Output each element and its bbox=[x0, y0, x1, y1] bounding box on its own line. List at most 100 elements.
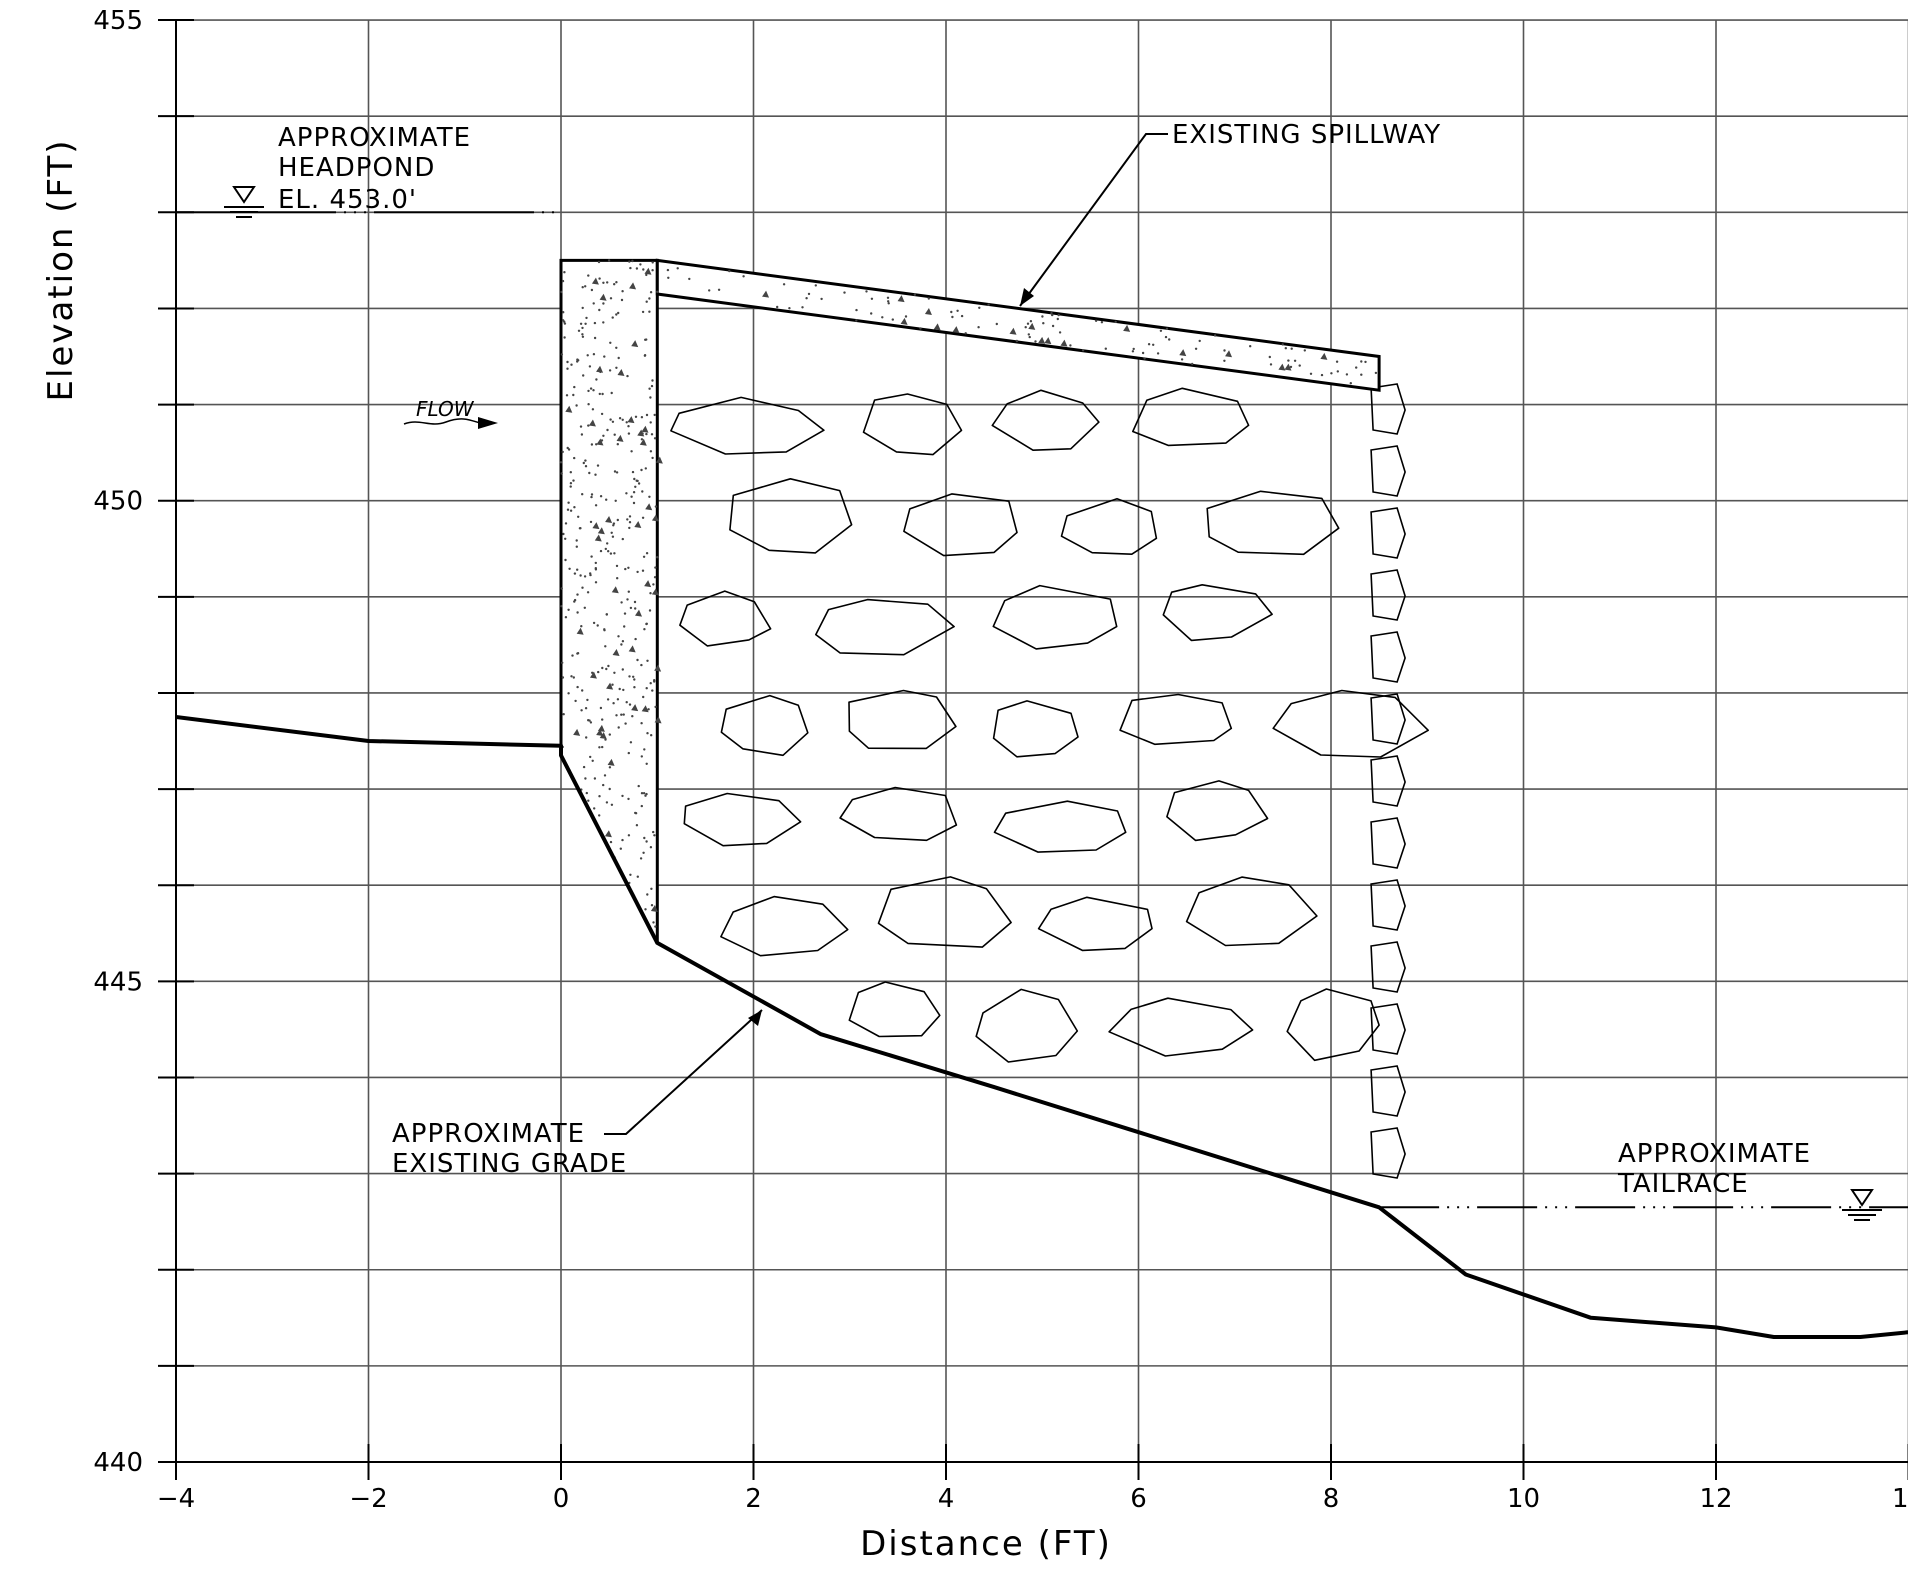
concrete-stipple bbox=[623, 612, 627, 615]
stone bbox=[1370, 1065, 1406, 1117]
concrete-stipple bbox=[612, 524, 615, 527]
concrete-stipple bbox=[637, 482, 641, 485]
headpond-annotation: APPROXIMATE HEADPOND EL. 453.0' bbox=[224, 123, 470, 218]
concrete-stipple bbox=[1156, 352, 1160, 355]
concrete-stipple bbox=[887, 302, 890, 305]
concrete-stipple bbox=[596, 728, 604, 736]
concrete-stipple bbox=[1044, 337, 1052, 345]
concrete-stipple bbox=[614, 499, 617, 502]
concrete-stipple bbox=[581, 333, 584, 336]
concrete-stipple bbox=[621, 290, 624, 293]
concrete-stipple bbox=[1159, 329, 1163, 332]
concrete-stipple bbox=[649, 421, 652, 424]
concrete-stipple bbox=[1303, 349, 1307, 352]
concrete-stipple bbox=[611, 316, 614, 319]
concrete-stipple bbox=[561, 279, 565, 283]
x-tick-label: 12 bbox=[1699, 1484, 1732, 1514]
concrete-stipple bbox=[650, 904, 654, 907]
concrete-stipple bbox=[886, 296, 890, 299]
concrete-stipple bbox=[666, 268, 670, 272]
concrete-stipple bbox=[632, 675, 635, 678]
concrete-stipple bbox=[609, 297, 613, 300]
concrete-stipple bbox=[1069, 344, 1072, 347]
concrete-stipple bbox=[573, 385, 576, 389]
concrete-stipple bbox=[603, 355, 606, 358]
concrete-stipple bbox=[560, 587, 563, 590]
concrete-stipple bbox=[655, 456, 663, 464]
concrete-stipple bbox=[627, 566, 630, 569]
concrete-stipple bbox=[587, 799, 590, 802]
stone bbox=[1370, 507, 1406, 559]
concrete-stipple bbox=[579, 322, 583, 325]
concrete-stipple bbox=[641, 490, 644, 493]
concrete-stipple bbox=[995, 322, 998, 326]
concrete-stipple bbox=[613, 552, 616, 555]
concrete-stipple bbox=[642, 555, 646, 558]
concrete-stipple bbox=[616, 518, 619, 522]
concrete-stipple bbox=[628, 645, 636, 653]
concrete-stipple bbox=[590, 288, 594, 292]
concrete-stipple bbox=[956, 309, 959, 312]
x-axis-title: Distance (FT) bbox=[860, 1524, 1112, 1564]
concrete-stipple bbox=[643, 836, 646, 840]
concrete-stipple bbox=[649, 592, 652, 595]
concrete-stipple bbox=[625, 701, 628, 704]
concrete-stipple bbox=[572, 676, 575, 679]
concrete-stipple bbox=[592, 353, 596, 356]
concrete-stipple bbox=[571, 654, 574, 657]
concrete-stipple bbox=[562, 713, 565, 716]
concrete-stipple bbox=[1058, 331, 1062, 334]
concrete-stipple bbox=[640, 468, 643, 472]
concrete-stipple bbox=[631, 715, 634, 718]
concrete-stipple bbox=[603, 774, 607, 777]
concrete-stipple bbox=[801, 306, 804, 309]
concrete-stipple bbox=[626, 374, 629, 378]
concrete-stipple bbox=[620, 643, 623, 646]
stone bbox=[848, 689, 957, 750]
concrete-stipple bbox=[611, 535, 615, 538]
concrete-stipple bbox=[1028, 335, 1031, 339]
concrete-stipple bbox=[635, 824, 639, 827]
concrete-stipple bbox=[1028, 322, 1036, 330]
concrete-stipple bbox=[649, 846, 653, 849]
concrete-stipple bbox=[601, 666, 604, 670]
concrete-stipple bbox=[566, 367, 569, 370]
concrete-stipple bbox=[656, 290, 659, 293]
concrete-stipple bbox=[578, 527, 582, 530]
concrete-stipple bbox=[639, 263, 642, 266]
concrete-stipple bbox=[570, 363, 573, 366]
stone bbox=[1370, 941, 1406, 993]
concrete-stipple bbox=[577, 329, 581, 332]
concrete-stipple bbox=[651, 456, 654, 460]
concrete-stipple bbox=[592, 621, 596, 625]
concrete-stipple bbox=[805, 297, 808, 300]
stone bbox=[992, 700, 1079, 758]
concrete-stipple bbox=[651, 514, 659, 522]
concrete-stipple bbox=[566, 360, 569, 364]
stone bbox=[670, 396, 825, 455]
concrete-stipple bbox=[611, 586, 619, 594]
stone bbox=[903, 493, 1018, 557]
concrete-stipple bbox=[628, 675, 631, 678]
concrete-stipple bbox=[653, 576, 657, 579]
concrete-stipple bbox=[594, 581, 598, 584]
concrete-stipple bbox=[579, 574, 582, 577]
concrete-stipple bbox=[635, 479, 638, 482]
concrete-stipple bbox=[604, 645, 607, 648]
concrete-stipple bbox=[639, 438, 647, 446]
concrete-stipple bbox=[603, 628, 606, 631]
concrete-stipple bbox=[1168, 338, 1171, 341]
concrete-stipple bbox=[629, 606, 633, 610]
concrete-stipple bbox=[913, 293, 916, 296]
concrete-stipple bbox=[612, 702, 615, 705]
concrete-stipple bbox=[625, 492, 628, 495]
grid-lines bbox=[176, 19, 1908, 1462]
concrete-stipple bbox=[616, 434, 624, 442]
concrete-stipple bbox=[575, 545, 578, 548]
concrete-stipple bbox=[608, 766, 612, 769]
concrete-stipple bbox=[585, 791, 588, 795]
concrete-stipple bbox=[577, 515, 580, 518]
concrete-stipple bbox=[654, 705, 657, 709]
concrete-stipple bbox=[568, 567, 571, 570]
concrete-stipple bbox=[567, 692, 570, 695]
